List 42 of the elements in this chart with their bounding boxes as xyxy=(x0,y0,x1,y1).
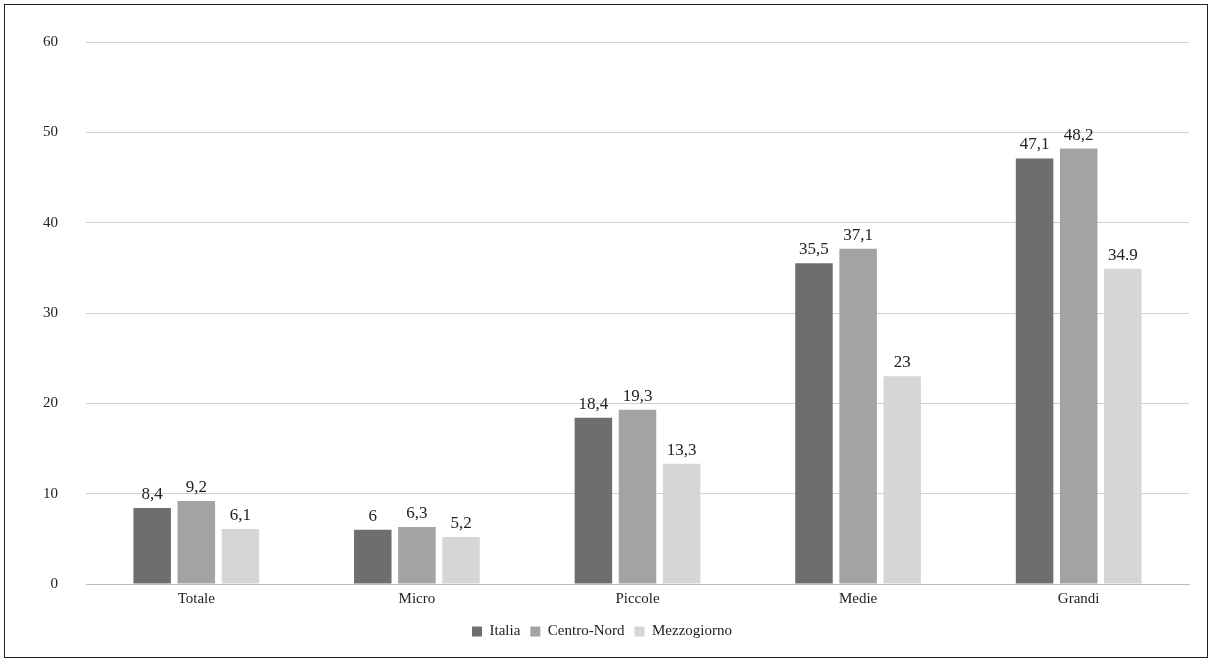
bar xyxy=(795,263,833,584)
data-label: 35,5 xyxy=(799,239,829,259)
data-label: 6,3 xyxy=(406,503,428,523)
x-tick-label: Piccole xyxy=(615,589,660,606)
bar xyxy=(133,508,171,584)
data-label: 23 xyxy=(893,352,911,372)
bar xyxy=(442,537,480,584)
data-label: 6,1 xyxy=(229,504,252,524)
bar xyxy=(1015,158,1054,584)
data-label: 8,4 xyxy=(141,484,164,504)
bar xyxy=(574,417,613,584)
bar xyxy=(618,409,657,584)
legend-label: Mezzogiorno xyxy=(651,622,732,639)
x-tick-label: Totale xyxy=(177,589,216,606)
y-tick-label: 10 xyxy=(43,484,58,501)
data-label: 13,3 xyxy=(666,439,697,459)
bar xyxy=(839,248,877,584)
data-label: 9,2 xyxy=(185,476,207,496)
bar xyxy=(398,527,436,584)
bar xyxy=(177,500,216,584)
y-tick-label: 40 xyxy=(43,213,58,230)
y-tick-label: 0 xyxy=(50,574,58,591)
y-tick-label: 60 xyxy=(43,32,58,49)
bar xyxy=(1059,148,1098,584)
data-label: 48,2 xyxy=(1063,124,1094,144)
data-label: 34.9 xyxy=(1107,244,1138,264)
data-label: 19,3 xyxy=(622,385,653,405)
legend-label: Italia xyxy=(489,622,521,639)
data-label: 5,2 xyxy=(450,513,472,532)
bar xyxy=(221,528,260,584)
y-tick-label: 50 xyxy=(43,123,58,140)
x-tick-label: Medie xyxy=(838,589,878,606)
y-tick-label: 20 xyxy=(43,394,58,411)
data-label: 47,1 xyxy=(1019,134,1050,154)
legend-label: Centro-Nord xyxy=(547,622,625,639)
x-tick-label: Grandi xyxy=(1057,589,1100,606)
data-label: 6 xyxy=(368,505,378,525)
bar xyxy=(354,529,392,584)
data-label: 37,1 xyxy=(843,224,873,244)
data-label: 18,4 xyxy=(578,393,609,413)
y-tick-label: 30 xyxy=(43,303,58,320)
x-tick-label: Micro xyxy=(398,589,436,606)
